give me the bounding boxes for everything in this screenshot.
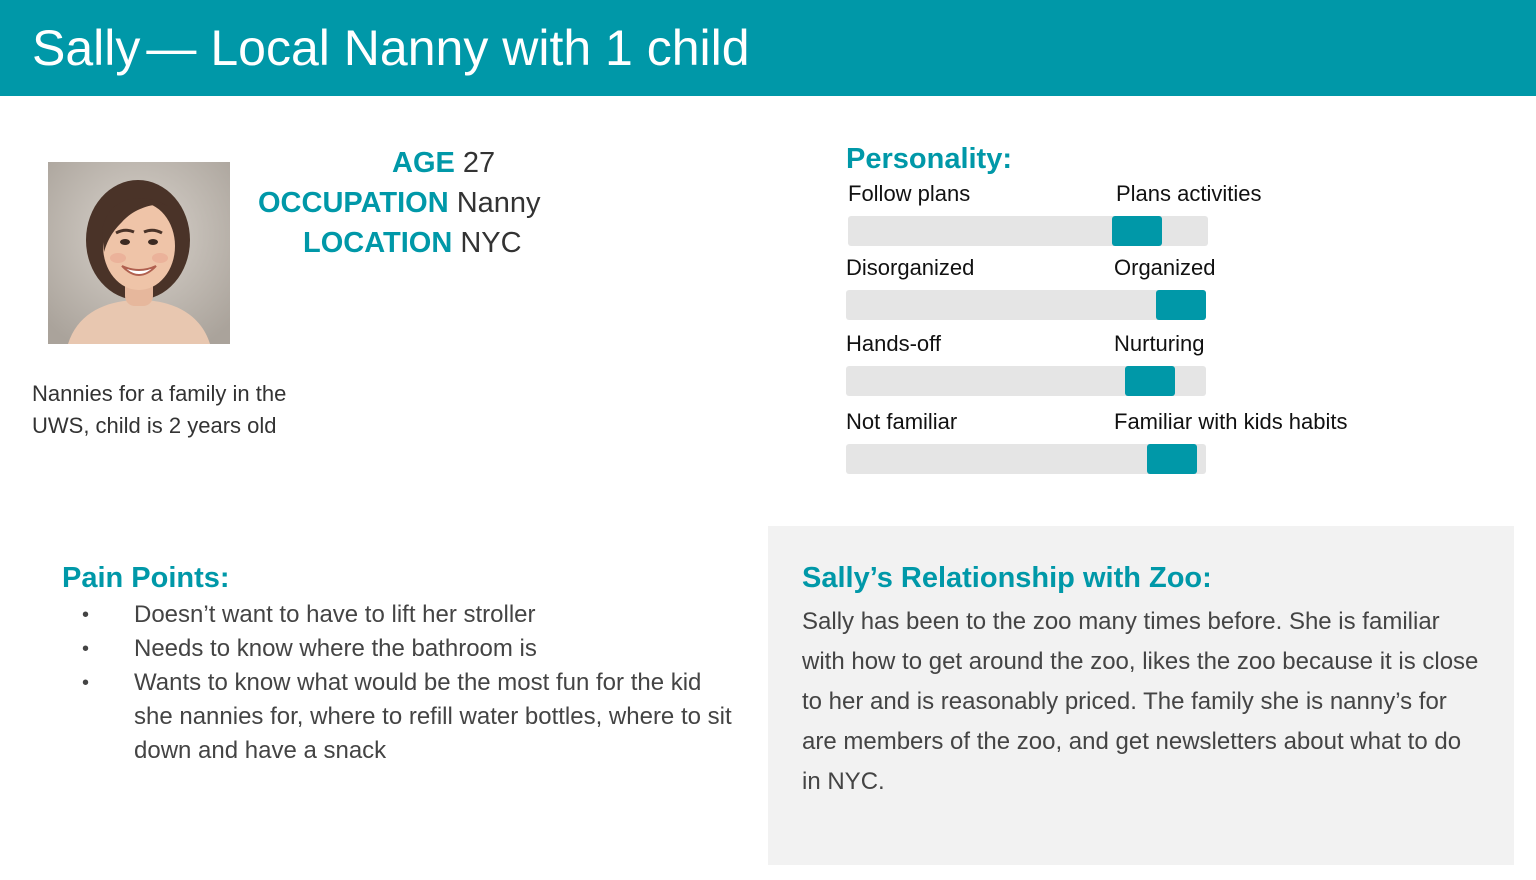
- trait-left-label: Disorganized: [846, 255, 975, 280]
- list-item: • Needs to know where the bathroom is: [82, 632, 742, 666]
- title-separator: —: [146, 20, 197, 76]
- personality-heading: Personality:: [846, 143, 1012, 175]
- trait-thumb: [1112, 216, 1162, 246]
- pain-points-list: • Doesn’t want to have to lift her strol…: [82, 598, 742, 768]
- location-row: LOCATION NYC: [303, 225, 522, 261]
- relationship-panel: Sally’s Relationship with Zoo: Sally has…: [768, 526, 1514, 865]
- trait-slider-plans: Follow plans Plans activities: [846, 180, 1406, 250]
- persona-subtitle: Local Nanny with 1 child: [210, 20, 750, 76]
- trait-left-label: Hands-off: [846, 331, 941, 356]
- age-value: 27: [462, 147, 496, 179]
- trait-thumb: [1125, 366, 1175, 396]
- pain-point-text: Doesn’t want to have to lift her strolle…: [134, 601, 536, 628]
- pain-point-text: Wants to know what would be the most fun…: [134, 669, 732, 764]
- age-row: AGE 27: [392, 145, 495, 181]
- list-item: • Doesn’t want to have to lift her strol…: [82, 598, 742, 632]
- trait-thumb: [1156, 290, 1206, 320]
- list-item: • Wants to know what would be the most f…: [82, 666, 742, 768]
- location-value: NYC: [460, 227, 522, 259]
- trait-left-label: Not familiar: [846, 409, 958, 434]
- trait-slider-familiar: Not familiar Familiar with kids habits: [846, 408, 1406, 478]
- occupation-value: Nanny: [456, 187, 541, 219]
- trait-thumb: [1147, 444, 1197, 474]
- persona-bio: Nannies for a family in the UWS, child i…: [32, 381, 287, 438]
- trait-track: [846, 366, 1206, 396]
- bullet-icon: •: [82, 672, 90, 694]
- location-label: LOCATION: [303, 227, 453, 259]
- trait-right-label: Nurturing: [1114, 331, 1205, 356]
- bullet-icon: •: [82, 638, 90, 660]
- trait-right-label: Familiar with kids habits: [1114, 409, 1348, 434]
- pain-point-text: Needs to know where the bathroom is: [134, 635, 537, 662]
- pain-points-heading: Pain Points:: [62, 562, 230, 594]
- age-label: AGE: [392, 147, 455, 179]
- trait-slider-nurturing: Hands-off Nurturing: [846, 330, 1406, 400]
- person-portrait-icon: [48, 162, 230, 344]
- trait-track: [846, 290, 1206, 320]
- page-title: Sally — Local Nanny with 1 child: [32, 18, 750, 78]
- trait-track: [846, 444, 1206, 474]
- relationship-heading: Sally’s Relationship with Zoo:: [802, 562, 1212, 594]
- trait-right-label: Plans activities: [1116, 181, 1262, 206]
- trait-left-label: Follow plans: [848, 181, 971, 206]
- trait-right-label: Organized: [1114, 255, 1216, 280]
- occupation-label: OCCUPATION: [258, 187, 449, 219]
- relationship-text: Sally has been to the zoo many times bef…: [802, 608, 1479, 795]
- occupation-row: OCCUPATION Nanny: [258, 185, 541, 221]
- bullet-icon: •: [82, 604, 90, 626]
- persona-name: Sally: [32, 20, 141, 76]
- trait-slider-organized: Disorganized Organized: [846, 254, 1406, 324]
- trait-track: [848, 216, 1208, 246]
- header-bar: Sally — Local Nanny with 1 child: [0, 0, 1536, 96]
